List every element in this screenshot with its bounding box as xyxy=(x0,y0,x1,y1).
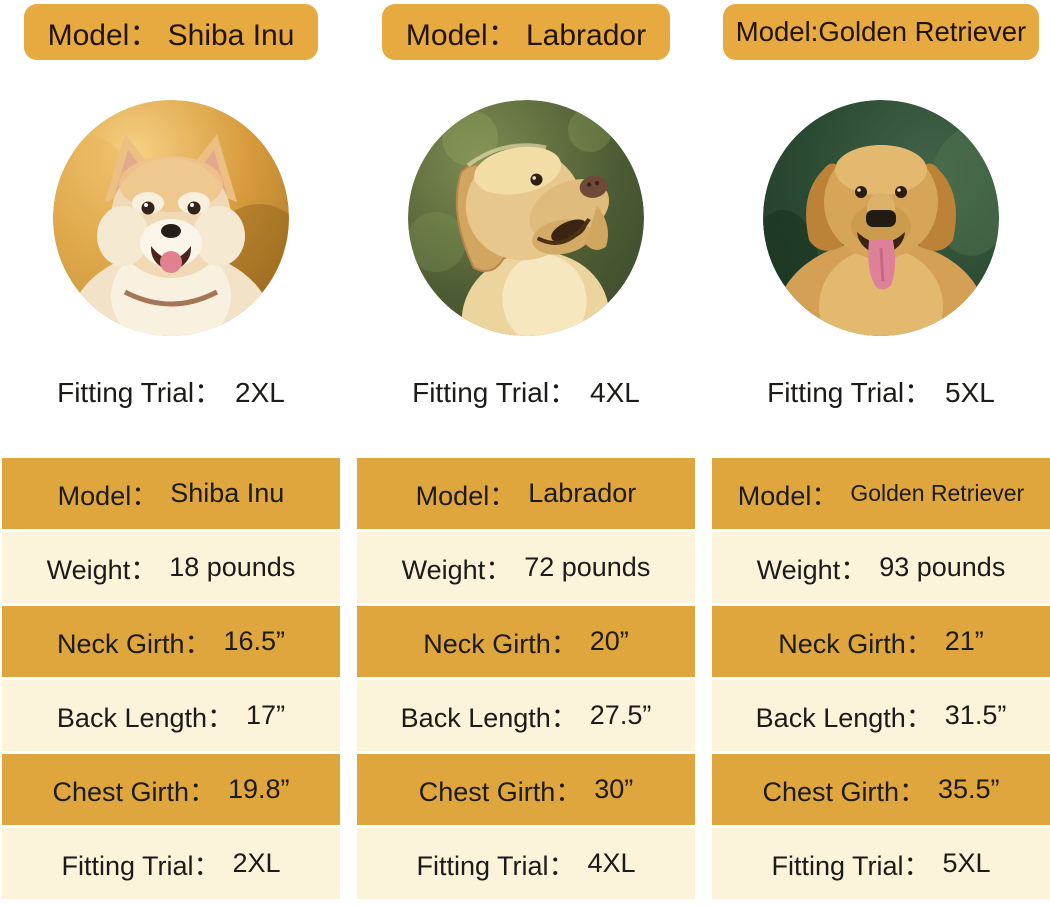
spec-row-chest-girth: Chest Girth： 19.8” xyxy=(2,754,340,825)
spec-row-back-length: Back Length： 27.5” xyxy=(357,680,695,751)
spec-row-neck-girth: Neck Girth： 21” xyxy=(712,606,1050,677)
spec-label: Chest Girth： xyxy=(52,777,216,807)
spec-value: 72 pounds xyxy=(524,552,651,582)
fitting-trial-value: 2XL xyxy=(235,377,285,408)
spec-row-back-length: Back Length： 17” xyxy=(2,680,340,751)
spec-row-neck-girth: Neck Girth： 20” xyxy=(357,606,695,677)
fitting-trial-label: Fitting Trial： xyxy=(57,377,223,408)
spec-row-chest-girth: Chest Girth： 35.5” xyxy=(712,754,1050,825)
spec-value: 27.5” xyxy=(589,700,652,730)
column-labrador: Model： Labrador xyxy=(357,0,695,902)
shiba-inu-photo xyxy=(53,100,289,336)
column-golden-retriever: Model:Golden Retriever xyxy=(712,0,1050,902)
fitting-trial-line: Fitting Trial： 4XL xyxy=(357,376,695,410)
spec-row-fitting-trial: Fitting Trial： 5XL xyxy=(712,828,1050,899)
spec-row-model: Model： Golden Retriever xyxy=(712,458,1050,529)
spec-table-labrador: Model： Labrador Weight： 72 pounds Neck G… xyxy=(357,458,695,902)
spec-value: 4XL xyxy=(587,848,636,878)
fitting-trial-line: Fitting Trial： 2XL xyxy=(2,376,340,410)
spec-label: Fitting Trial： xyxy=(771,851,931,881)
spec-value: 93 pounds xyxy=(879,552,1006,582)
spec-value: Golden Retriever xyxy=(850,480,1025,506)
shiba-inu-illustration xyxy=(53,100,289,336)
spec-value: 31.5” xyxy=(944,700,1007,730)
spec-label: Neck Girth： xyxy=(778,629,933,659)
spec-row-fitting-trial: Fitting Trial： 4XL xyxy=(357,828,695,899)
spec-label: Neck Girth： xyxy=(56,629,212,659)
fitting-trial-label: Fitting Trial： xyxy=(412,377,578,408)
spec-row-fitting-trial: Fitting Trial： 2XL xyxy=(2,828,340,899)
spec-label: Fitting Trial： xyxy=(61,851,221,881)
spec-label: Back Length： xyxy=(400,703,578,733)
column-shiba-inu: Model： Shiba Inu xyxy=(2,0,340,902)
spec-label: Neck Girth： xyxy=(423,629,578,659)
spec-label: Weight： xyxy=(401,555,513,585)
fitting-trial-value: 5XL xyxy=(945,377,995,408)
spec-value: 16.5” xyxy=(223,626,286,656)
spec-value: 18 pounds xyxy=(169,552,296,582)
spec-value: 21” xyxy=(944,626,984,656)
spec-row-model: Model： Shiba Inu xyxy=(2,458,340,529)
spec-label: Back Length： xyxy=(56,703,235,733)
spec-value: Shiba Inu xyxy=(170,478,285,508)
fitting-trial-line: Fitting Trial： 5XL xyxy=(712,376,1050,410)
model-badge: Model： Labrador xyxy=(381,4,671,60)
spec-value: Labrador xyxy=(528,478,637,508)
spec-label: Chest Girth： xyxy=(762,777,926,807)
model-badge: Model： Shiba Inu xyxy=(23,4,319,60)
spec-label: Weight： xyxy=(756,555,868,585)
spec-value: 35.5” xyxy=(938,774,1000,804)
golden-retriever-photo xyxy=(763,100,999,336)
spec-row-back-length: Back Length： 31.5” xyxy=(712,680,1050,751)
spec-value: 2XL xyxy=(232,848,281,878)
spec-table-golden-retriever: Model： Golden Retriever Weight： 93 pound… xyxy=(712,458,1050,902)
spec-row-weight: Weight： 93 pounds xyxy=(712,532,1050,603)
spec-label: Weight： xyxy=(46,555,158,585)
spec-label: Back Length： xyxy=(755,703,933,733)
spec-label: Chest Girth： xyxy=(418,777,583,807)
labrador-photo xyxy=(408,100,644,336)
golden-retriever-illustration xyxy=(763,100,999,336)
spec-value: 19.8” xyxy=(228,774,290,804)
labrador-illustration xyxy=(408,100,644,336)
spec-value: 30” xyxy=(594,774,634,804)
spec-row-weight: Weight： 72 pounds xyxy=(357,532,695,603)
model-badge: Model:Golden Retriever xyxy=(722,4,1040,60)
spec-label: Fitting Trial： xyxy=(416,851,576,881)
spec-value: 17” xyxy=(246,700,286,730)
spec-row-neck-girth: Neck Girth： 16.5” xyxy=(2,606,340,677)
spec-table-shiba-inu: Model： Shiba Inu Weight： 18 pounds Neck … xyxy=(2,458,340,902)
spec-label: Model： xyxy=(415,481,517,511)
spec-value: 20” xyxy=(589,626,629,656)
fitting-trial-label: Fitting Trial： xyxy=(767,377,933,408)
spec-row-model: Model： Labrador xyxy=(357,458,695,529)
spec-value: 5XL xyxy=(942,848,991,878)
fitting-trial-value: 4XL xyxy=(590,377,640,408)
spec-row-chest-girth: Chest Girth： 30” xyxy=(357,754,695,825)
spec-label: Model： xyxy=(737,481,839,511)
spec-row-weight: Weight： 18 pounds xyxy=(2,532,340,603)
spec-label: Model： xyxy=(57,481,159,511)
